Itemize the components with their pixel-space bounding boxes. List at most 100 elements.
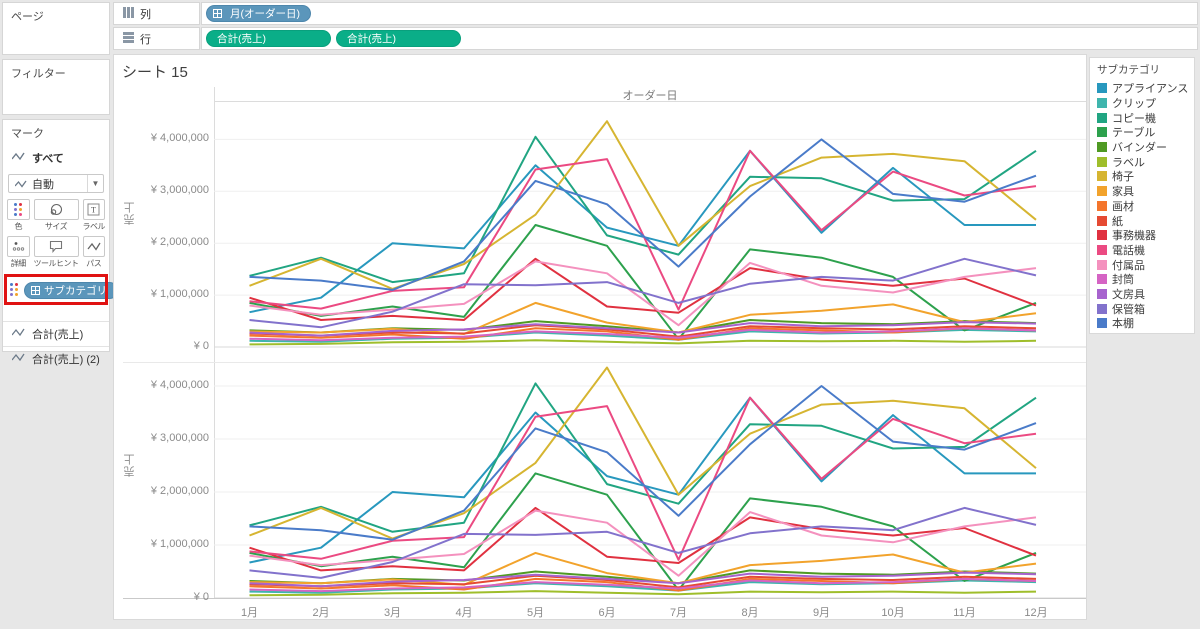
measure-row-sales-2[interactable]: 合計(売上) (2) (3, 346, 109, 371)
size-button-label: サイズ (44, 222, 68, 231)
subcategory-pill[interactable]: サブカテゴリ (24, 281, 118, 299)
legend-item[interactable]: 付属品 (1090, 257, 1194, 272)
legend-item[interactable]: 文房具 (1090, 287, 1194, 302)
series-line-テーブル[interactable] (249, 224, 1037, 341)
legend-swatch (1097, 244, 1107, 255)
size-button[interactable]: サイズ (33, 199, 79, 232)
legend-item[interactable]: 保管箱 (1090, 301, 1194, 316)
tooltip-button[interactable]: ツールヒント (33, 236, 79, 269)
legend-item[interactable]: コピー機 (1090, 110, 1194, 125)
marks-all-row[interactable]: すべて (11, 150, 109, 166)
series-line-アプライアンス[interactable] (249, 396, 1037, 564)
detail-dots-icon (7, 236, 30, 257)
legend-item[interactable]: テーブル (1090, 125, 1194, 140)
legend-item[interactable]: 本棚 (1090, 316, 1194, 331)
series-line-椅子[interactable] (249, 366, 1037, 540)
rows-pill-sum-sales-1[interactable]: 合計(売上) (206, 30, 331, 47)
line-mark-icon (11, 353, 25, 365)
x-tick-label: 12月 (1024, 607, 1048, 619)
color-button-label: 色 (14, 222, 23, 231)
x-tick-label: 1月 (240, 607, 259, 619)
legend-item-label: 本棚 (1112, 318, 1134, 331)
legend-item[interactable]: バインダー (1090, 140, 1194, 155)
legend-item[interactable]: 電話機 (1090, 243, 1194, 258)
legend-item[interactable]: 画材 (1090, 199, 1194, 214)
series-line-文房具[interactable] (249, 571, 1037, 588)
line-mark-icon (11, 152, 25, 164)
filters-shelf[interactable]: フィルター (2, 59, 110, 115)
marks-button-grid: 色 サイズ T ラベル 詳細 (7, 199, 105, 269)
legend-swatch (1097, 288, 1107, 299)
legend-item[interactable]: 封筒 (1090, 272, 1194, 287)
series-line-保管箱[interactable] (249, 257, 1037, 329)
legend-item[interactable]: ラベル (1090, 154, 1194, 169)
series-line-コピー機[interactable] (249, 135, 1037, 284)
legend-item[interactable]: 事務機器 (1090, 228, 1194, 243)
legend-swatch (1097, 171, 1107, 182)
series-line-本棚[interactable] (249, 138, 1037, 291)
label-button-label: ラベル (82, 222, 106, 231)
rows-shelf-label: 行 (113, 27, 200, 50)
legend-swatch (1097, 186, 1107, 197)
y-tick-label: ¥ 0 (193, 340, 209, 352)
series-line-コピー機[interactable] (249, 382, 1037, 533)
y-tick-label: ¥ 2,000,000 (150, 236, 209, 248)
pages-shelf[interactable]: ページ (2, 2, 110, 55)
rows-pill-sum-sales-2[interactable]: 合計(売上) (336, 30, 461, 47)
series-line-事務機器[interactable] (249, 257, 1037, 321)
mark-type-dropdown[interactable]: 自動 ▼ (8, 174, 104, 193)
series-line-紙[interactable] (249, 574, 1037, 589)
x-tick-label: 10月 (881, 607, 905, 619)
legend-item-label: バインダー (1112, 142, 1167, 155)
measure-row-sales-1[interactable]: 合計(売上) (3, 321, 109, 346)
subcategory-pill-label: サブカテゴリ (44, 284, 107, 297)
y-axis-title-top: 売上 (124, 201, 136, 225)
sheet-title: シート 15 (122, 64, 188, 81)
legend-swatch (1097, 142, 1107, 153)
rows-shelf[interactable]: 合計(売上) 合計(売上) (201, 27, 1198, 50)
legend-item[interactable]: アプライアンス (1090, 81, 1194, 96)
series-line-文房具[interactable] (249, 321, 1037, 337)
series-line-付属品[interactable] (249, 509, 1037, 577)
series-line-ラベル[interactable] (249, 590, 1037, 597)
columns-icon (123, 6, 134, 21)
x-axis-line (123, 598, 1086, 599)
legend-item[interactable]: クリップ (1090, 96, 1194, 111)
pages-shelf-label: ページ (11, 11, 44, 23)
columns-pill-month-orderdate[interactable]: 月(オーダー日) (206, 5, 311, 22)
legend-item[interactable]: 椅子 (1090, 169, 1194, 184)
columns-shelf[interactable]: 月(オーダー日) (201, 2, 1198, 25)
series-line-ラベル[interactable] (249, 339, 1037, 346)
y-tick-label: ¥ 4,000,000 (150, 379, 209, 391)
legend-item-label: クリップ (1112, 98, 1156, 111)
line-chart-pane-bottom[interactable] (214, 362, 1086, 598)
series-line-椅子[interactable] (249, 120, 1037, 290)
series-line-事務機器[interactable] (249, 506, 1037, 572)
series-line-本棚[interactable] (249, 385, 1037, 541)
line-chart-pane-top[interactable] (214, 101, 1086, 362)
color-button[interactable]: 色 (7, 199, 30, 232)
series-line-保管箱[interactable] (249, 506, 1037, 579)
color-dots-icon (7, 199, 30, 220)
series-line-紙[interactable] (249, 324, 1037, 338)
legend-swatch (1097, 303, 1107, 314)
series-line-付属品[interactable] (249, 260, 1037, 327)
filters-shelf-label: フィルター (11, 68, 66, 80)
plot-left-border (214, 87, 215, 598)
legend-item[interactable]: 家具 (1090, 184, 1194, 199)
series-line-封筒[interactable] (249, 577, 1037, 593)
legend-items: アプライアンスクリップ コピー機 テーブルバインダー ラベル 椅子 家具 画材紙事務機器 電話… (1090, 81, 1194, 331)
label-button[interactable]: T ラベル (82, 199, 106, 232)
legend-item[interactable]: 紙 (1090, 213, 1194, 228)
series-line-家具[interactable] (249, 301, 1037, 335)
series-line-家具[interactable] (249, 551, 1037, 586)
path-button[interactable]: パス (82, 236, 105, 269)
detail-button[interactable]: 詳細 (7, 236, 30, 269)
legend-item-label: 紙 (1112, 215, 1123, 228)
series-line-封筒[interactable] (249, 327, 1037, 342)
line-mark-icon (11, 328, 25, 340)
legend-item-label: ラベル (1112, 156, 1145, 169)
chevron-down-icon[interactable]: ▼ (87, 175, 103, 192)
legend-item-label: 保管箱 (1112, 303, 1145, 316)
